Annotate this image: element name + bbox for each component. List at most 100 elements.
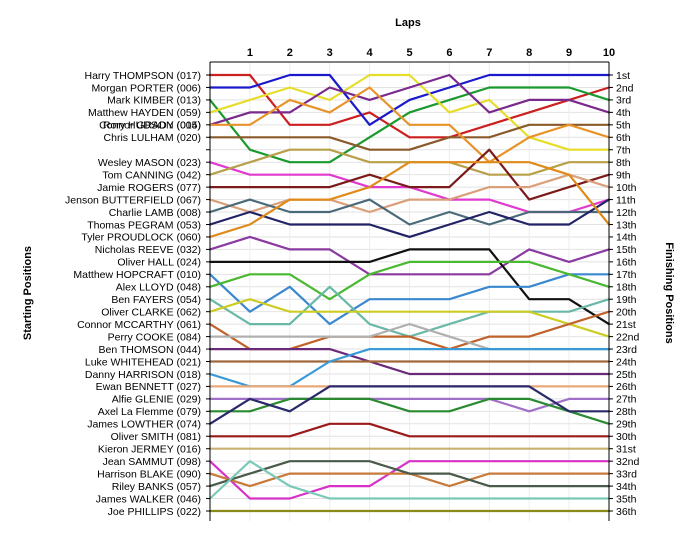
starting-driver-label: James WALKER (046) — [96, 493, 201, 505]
lap-tick-label: 9 — [566, 47, 572, 59]
finishing-position-label: 29th — [616, 419, 637, 431]
finishing-position-label: 28th — [616, 406, 637, 418]
x-axis-title: Laps — [395, 17, 421, 29]
finishing-position-label: 12th — [616, 207, 637, 219]
finishing-position-label: 34th — [616, 481, 637, 493]
starting-driver-label: Tyler PROUDLOCK (060) — [81, 232, 201, 244]
series-line-10[interactable] — [208, 148, 611, 201]
starting-driver-label: Ben THOMSON (044) — [98, 344, 201, 356]
finishing-position-label: 31st — [616, 444, 636, 456]
finishing-position-label: 16th — [616, 257, 637, 269]
starting-driver-label: Harrison BLAKE (090) — [97, 468, 201, 480]
series-line-5[interactable] — [208, 73, 611, 126]
starting-driver-label: Rory HUDSON (005) — [103, 120, 201, 132]
starting-driver-label: Nicholas REEVE (032) — [95, 244, 201, 256]
finishing-position-label: 4th — [616, 107, 631, 119]
finishing-position-label: 13th — [616, 219, 637, 231]
starting-driver-label: Kieron JERMEY (016) — [98, 444, 201, 456]
starting-driver-label: Connor MCCARTHY (061) — [77, 319, 201, 331]
finishing-position-label: 22nd — [616, 331, 640, 343]
series-line-3[interactable] — [208, 86, 611, 164]
starting-driver-label: Mark KIMBER (013) — [107, 95, 201, 107]
finishing-position-label: 26th — [616, 381, 637, 393]
starting-driver-label: Alex LLOYD (048) — [116, 282, 201, 294]
series-line-18[interactable] — [208, 260, 611, 301]
finishing-position-label: 8th — [616, 157, 631, 169]
starting-driver-label: Morgan PORTER (006) — [91, 82, 201, 94]
starting-driver-label: Jean SAMMUT (098) — [103, 456, 201, 468]
starting-driver-label: Oliver CLARKE (062) — [101, 306, 201, 318]
finishing-position-label: 5th — [616, 120, 631, 132]
series-line-28[interactable] — [208, 397, 611, 425]
finishing-position-label: 32nd — [616, 456, 640, 468]
lap-tick-label: 4 — [367, 47, 374, 59]
finishing-position-label: 9th — [616, 169, 631, 181]
starting-driver-label: Thomas PEGRAM (053) — [87, 219, 201, 231]
finishing-position-label: 10th — [616, 182, 637, 194]
finishing-position-label: 17th — [616, 269, 637, 281]
series-lines — [208, 73, 611, 513]
finishing-position-label: 33rd — [616, 468, 637, 480]
series-line-35[interactable] — [208, 460, 611, 500]
starting-driver-label: Danny HARRISON (018) — [85, 369, 201, 381]
series-line-11[interactable] — [208, 173, 611, 214]
series-line-27[interactable] — [208, 397, 611, 413]
finishing-position-label: 11th — [616, 194, 636, 206]
starting-driver-label: Harry THOMPSON (017) — [85, 70, 202, 82]
starting-driver-label: Ben FAYERS (054) — [111, 294, 201, 306]
labels-layer: 1 2 3 4 5 6 7 8 9 10 Laps Harry THOMPSON (017)Morga… — [22, 17, 675, 518]
starting-driver-label: Luke WHITEHEAD (021) — [85, 356, 201, 368]
finishing-position-label: 35th — [616, 493, 637, 505]
lap-tick-label: 3 — [327, 47, 333, 59]
series-line-17[interactable] — [208, 273, 611, 326]
series-line-23[interactable] — [208, 348, 611, 376]
starting-driver-label: Tom CANNING (042) — [102, 169, 201, 181]
series-line-34[interactable] — [208, 460, 611, 488]
starting-driver-label: Alfie GLENIE (029) — [112, 394, 201, 406]
finishing-position-label: 20th — [616, 306, 637, 318]
series-line-2[interactable] — [208, 73, 611, 126]
starting-driver-label: Jamie ROGERS (077) — [97, 182, 201, 194]
series-line-4[interactable] — [208, 73, 611, 151]
finishing-position-label: 7th — [616, 145, 631, 157]
series-line-32[interactable] — [208, 460, 611, 500]
finishing-position-label: 6th — [616, 132, 631, 144]
series-line-30[interactable] — [208, 422, 611, 438]
series-line-7[interactable] — [208, 86, 611, 164]
starting-driver-label: Matthew HAYDEN (059) — [88, 107, 201, 119]
lap-tick-label: 6 — [446, 47, 452, 59]
finishing-position-label: 23rd — [616, 344, 637, 356]
starting-driver-label: Joe PHILLIPS (022) — [108, 506, 201, 518]
series-line-15[interactable] — [208, 235, 611, 276]
starting-driver-label: Riley BANKS (057) — [112, 481, 201, 493]
series-line-14[interactable] — [208, 161, 611, 238]
finishing-position-label: 24th — [616, 356, 637, 368]
finishing-position-label: 21st — [616, 319, 636, 331]
series-line-16[interactable] — [208, 248, 611, 326]
lap-tick-label: 5 — [406, 47, 412, 59]
finishing-position-label: 3rd — [616, 95, 631, 107]
starting-driver-label: Perry COOKE (084) — [108, 331, 201, 343]
axes-layer — [206, 61, 613, 521]
series-line-6[interactable] — [208, 123, 611, 151]
series-line-29[interactable] — [208, 385, 611, 425]
finishing-position-label: 27th — [616, 394, 637, 406]
finishing-position-label: 30th — [616, 431, 637, 443]
starting-driver-label: Oliver HALL (024) — [117, 257, 201, 269]
starting-driver-label: Ewan BENNETT (027) — [96, 381, 201, 393]
series-line-20[interactable] — [208, 298, 611, 338]
starting-driver-label: Matthew HOPCRAFT (010) — [73, 269, 201, 281]
series-line-13[interactable] — [208, 198, 611, 238]
starting-driver-label: Connor GRADY (014) — [99, 120, 201, 132]
lap-tick-label: 7 — [486, 47, 492, 59]
starting-driver-label: Jenson BUTTERFIELD (067) — [65, 194, 201, 206]
starting-driver-label: Oliver SMITH (081) — [111, 431, 201, 443]
finishing-position-label: 2nd — [616, 82, 634, 94]
finishing-position-label: 18th — [616, 282, 637, 294]
lap-tick-label: 10 — [603, 47, 615, 59]
y-axis-title-right: Finishing Positions — [663, 242, 675, 343]
starting-driver-label: James LOWTHER (074) — [87, 419, 201, 431]
lap-tick-label: 8 — [526, 47, 532, 59]
